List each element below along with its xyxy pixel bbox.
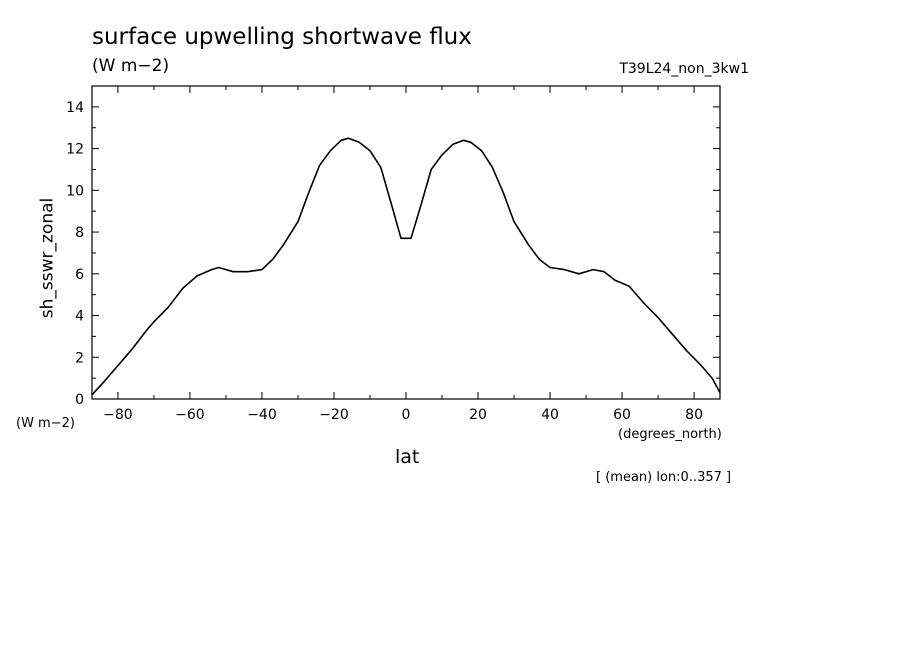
x-tick-label: 80 — [685, 407, 703, 423]
y-tick-label: 12 — [66, 142, 84, 158]
y-tick-label: 0 — [75, 392, 84, 408]
tick-labels: −80 −60 −40 −20 0 20 40 60 80 0 2 4 6 8 10 12 14 — [66, 100, 703, 423]
x-tick-label: 40 — [541, 407, 559, 423]
chart-title: surface upwelling shortwave flux — [92, 24, 472, 50]
x-tick-label: 20 — [469, 407, 487, 423]
x-tick-label: 0 — [402, 407, 411, 423]
series-line — [91, 137, 721, 396]
x-axis-units: (degrees_north) — [618, 427, 722, 442]
plot-frame — [91, 85, 721, 400]
y-tick-label: 8 — [75, 225, 84, 241]
x-tick-label: −80 — [103, 407, 133, 423]
x-tick-label: −20 — [319, 407, 349, 423]
mean-annotation: [ (mean) lon:0..357 ] — [596, 470, 732, 485]
y-tick-label: 10 — [66, 183, 84, 199]
x-tick-label: −40 — [247, 407, 277, 423]
y-tick-label: 6 — [75, 267, 84, 283]
axis-ticks — [92, 85, 720, 400]
y-tick-label: 4 — [75, 309, 84, 325]
y-axis-units: (W m−2) — [16, 416, 75, 431]
run-id-label: T39L24_non_3kw1 — [619, 61, 749, 77]
x-axis-label: lat — [395, 446, 420, 468]
x-tick-label: 60 — [613, 407, 631, 423]
y-tick-label: 14 — [66, 100, 84, 116]
chart-units: (W m−2) — [92, 56, 170, 76]
y-tick-label: 2 — [75, 350, 84, 366]
x-tick-label: −60 — [175, 407, 205, 423]
